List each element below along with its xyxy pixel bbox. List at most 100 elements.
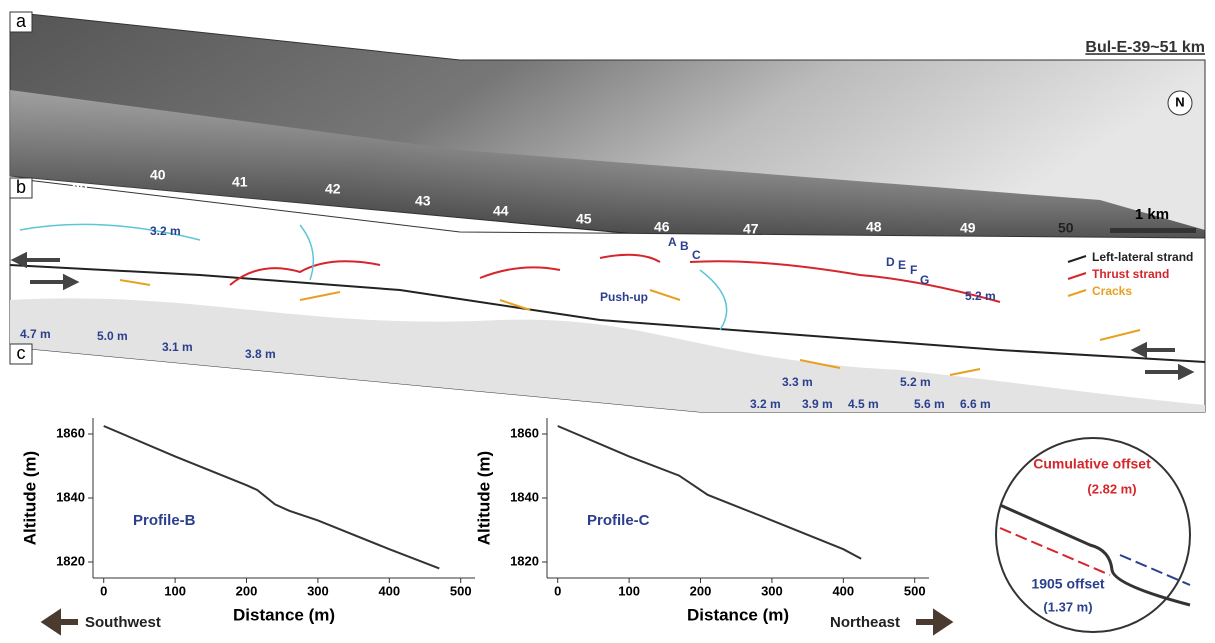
km: 46 (654, 219, 670, 235)
inset-value: (1.37 m) (1043, 599, 1092, 614)
km: 40 (150, 167, 166, 183)
km: 43 (415, 193, 431, 209)
x-tick-label: 400 (378, 583, 400, 598)
km: 48 (866, 219, 882, 235)
legend: Left-lateral strand Thrust strand Cracks (1067, 250, 1193, 298)
km: 45 (576, 211, 592, 227)
inset-label: Cumulative offset (1033, 456, 1151, 472)
offset: 4.7 m (20, 327, 51, 341)
x-tick-label: 200 (236, 583, 258, 598)
x-tick-label: 200 (690, 583, 712, 598)
offset: 6.6 m (960, 397, 991, 411)
inset-line (999, 527, 1111, 576)
site: B (680, 239, 689, 253)
profile-label: Profile-B (133, 512, 196, 529)
legend-swatch (1067, 289, 1087, 297)
slip-arrows (10, 251, 1195, 381)
x-tick-label: 0 (554, 583, 561, 598)
direction-arrow (916, 608, 954, 636)
offset: 4.5 m (848, 397, 879, 411)
profile-line (103, 425, 440, 570)
site: G (920, 273, 929, 287)
y-axis-label: Altitude (m) (20, 451, 39, 545)
direction-label: Southwest (85, 614, 161, 631)
terrain (10, 298, 1205, 412)
x-tick-label: 500 (450, 583, 472, 598)
map-labels: A B C Push-up D E F G 3.2 m 5.2 m 4.7 m … (20, 224, 996, 411)
panel-box (9, 343, 33, 365)
north-arrow (1167, 90, 1193, 116)
legend-label: Cracks (1092, 284, 1132, 298)
x-axis-label: Distance (m) (687, 605, 789, 624)
fault-strand (9, 264, 1206, 363)
site: C (692, 248, 701, 262)
x-tick-label: 300 (761, 583, 783, 598)
offset: 3.1 m (162, 340, 193, 354)
offset: 3.8 m (245, 347, 276, 361)
km: 39 (72, 181, 88, 197)
thrust-strand (229, 253, 1001, 303)
km: 47 (743, 221, 759, 237)
y-tick-label: 1860 (56, 425, 85, 440)
panel-label: b (16, 177, 26, 197)
site: Push-up (600, 290, 648, 304)
streams (19, 223, 728, 331)
offset: 3.2 m (750, 397, 781, 411)
offset: 5.6 m (914, 397, 945, 411)
km: 50 (1058, 220, 1074, 236)
inset (995, 437, 1191, 633)
x-tick-label: 300 (307, 583, 329, 598)
profile-line (557, 425, 862, 560)
panel-box (9, 11, 33, 33)
y-tick-label: 1840 (56, 489, 85, 504)
legend-swatch (1067, 272, 1087, 280)
y-axis-label: Altitude (m) (474, 451, 493, 545)
x-tick-label: 0 (100, 583, 107, 598)
direction-arrow (40, 608, 78, 636)
km: 44 (493, 203, 509, 219)
site: A (668, 235, 677, 249)
site: E (898, 258, 906, 272)
offset: 5.2 m (965, 289, 996, 303)
panel-box (9, 177, 33, 199)
km: 42 (325, 181, 341, 197)
km-markers: 39 40 41 42 43 44 45 46 47 48 49 50 (72, 167, 1074, 237)
legend-label: Left-lateral strand (1092, 250, 1193, 264)
site: F (910, 263, 917, 277)
y-tick-label: 1820 (56, 553, 85, 568)
offset: 3.9 m (802, 397, 833, 411)
panel-label: a (16, 11, 27, 31)
legend-swatch (1067, 255, 1087, 263)
inset-line (1119, 554, 1191, 586)
cracks (119, 279, 1141, 376)
scale-label: 1 km (1135, 206, 1169, 223)
legend-label: Thrust strand (1092, 267, 1169, 281)
ridge-shadow (10, 90, 1205, 240)
km: 49 (960, 220, 976, 236)
offset: 3.2 m (150, 224, 181, 238)
km: 41 (232, 174, 248, 190)
y-tick-label: 1840 (510, 489, 539, 504)
x-tick-label: 400 (832, 583, 854, 598)
x-axis-label: Distance (m) (233, 605, 335, 624)
x-tick-label: 100 (164, 583, 186, 598)
y-tick-label: 1820 (510, 553, 539, 568)
inset-value: (2.82 m) (1087, 481, 1136, 496)
offset: 3.3 m (782, 375, 813, 389)
panel-label: c (17, 343, 26, 363)
site: D (886, 255, 895, 269)
offset: 5.0 m (97, 329, 128, 343)
figure-title: Bul-E-39~51 km (1085, 39, 1205, 56)
inset-profile (999, 503, 1191, 607)
offset: 5.2 m (900, 375, 931, 389)
scale-bar (1110, 228, 1196, 233)
x-tick-label: 500 (904, 583, 926, 598)
x-tick-label: 100 (618, 583, 640, 598)
direction-label: Northeast (830, 614, 900, 631)
profile-label: Profile-C (587, 512, 650, 529)
y-tick-label: 1860 (510, 425, 539, 440)
north-label: N (1175, 94, 1184, 109)
inset-label: 1905 offset (1031, 576, 1104, 592)
